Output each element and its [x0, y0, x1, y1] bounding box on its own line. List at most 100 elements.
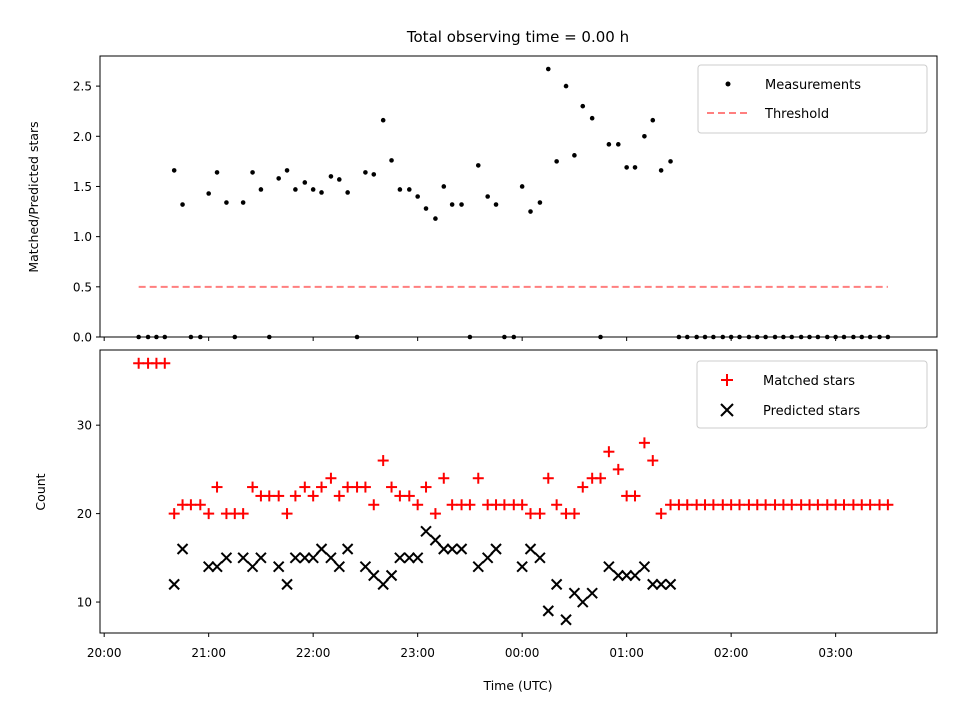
predicted-point: [176, 543, 189, 555]
matched-point: [159, 357, 171, 369]
matched-point: [629, 490, 641, 502]
predicted-point: [325, 552, 337, 564]
predicted-point: [281, 578, 293, 591]
matched-point: [464, 499, 476, 511]
matched-point: [325, 472, 337, 484]
measurement-point: [563, 83, 569, 89]
matched-point: [446, 499, 458, 511]
predicted-point: [490, 543, 502, 555]
predicted-point: [603, 560, 615, 573]
predicted-point: [638, 560, 651, 573]
matched-point: [498, 499, 510, 511]
predicted-point: [272, 560, 285, 573]
bottom-axes: 10 20 30 20:00 21:00 22:00 23:00 00:00 01:00 02:…: [33, 349, 938, 693]
measurement-point: [293, 187, 298, 192]
matched-point: [760, 499, 772, 511]
measurement-point: [171, 168, 177, 173]
top-y-tick-label: 2.5: [73, 80, 92, 94]
top-axes: 0.0 0.5 1.0 1.5 2.0 2.5 Matched/Predicted sta…: [26, 55, 938, 345]
predicted-point: [315, 543, 328, 555]
measurement-point: [537, 200, 543, 205]
measurement-point: [441, 184, 447, 189]
measurement-point: [380, 117, 386, 123]
matched-point: [734, 499, 746, 511]
x-tick-label: 01:00: [609, 646, 644, 660]
predicted-point: [586, 587, 598, 599]
matched-point: [786, 499, 798, 511]
matched-point: [603, 446, 615, 458]
bottom-y-tick-label: 30: [77, 419, 92, 433]
matched-point: [438, 472, 450, 484]
top-y-tick-label: 1.0: [73, 230, 92, 244]
bottom-x-ticks: 20:00 21:00 22:00 23:00 00:00 01:00 02:00 03:00: [87, 633, 853, 660]
predicted-point: [359, 560, 372, 573]
measurement-point: [615, 142, 621, 147]
measurement-point: [433, 216, 438, 221]
matched-point: [516, 499, 528, 511]
matched-point: [377, 455, 389, 467]
bottom-y-ticks: 10 20 30: [77, 419, 100, 610]
predicted-point: [403, 552, 416, 564]
x-tick-label: 02:00: [714, 646, 749, 660]
measurement-point: [345, 190, 350, 195]
measurement-point: [493, 202, 499, 207]
matched-point: [342, 481, 354, 493]
predicted-point: [560, 614, 572, 626]
measurement-point: [336, 177, 342, 182]
legend-label-predicted: Predicted stars: [763, 404, 860, 419]
measurement-point: [475, 163, 481, 168]
predicted-point: [481, 552, 494, 564]
measurement-point: [250, 170, 255, 175]
matched-point: [263, 490, 275, 502]
predicted-point: [246, 560, 259, 573]
predicted-point: [568, 587, 581, 599]
predicted-point: [307, 552, 319, 564]
predicted-point: [577, 596, 589, 608]
matched-point: [568, 508, 580, 520]
measurement-point: [258, 187, 264, 192]
predicted-point: [202, 560, 215, 573]
measurement-point: [658, 168, 664, 173]
matched-point: [838, 499, 850, 511]
measurement-point: [642, 133, 647, 139]
predicted-point: [255, 552, 267, 564]
matched-point: [707, 499, 719, 511]
matched-point: [420, 481, 432, 493]
matched-point: [681, 499, 693, 511]
measurement-point: [276, 176, 281, 181]
legend-label-matched: Matched stars: [763, 374, 855, 389]
predicted-point: [289, 552, 302, 564]
predicted-point: [333, 560, 345, 573]
predicted-point: [411, 552, 424, 564]
matched-point: [812, 499, 824, 511]
matched-point: [307, 490, 319, 502]
matched-point: [595, 472, 607, 484]
measurement-point: [554, 159, 559, 164]
matched-point: [211, 481, 223, 493]
measurement-point: [371, 172, 377, 177]
measurement-point: [363, 170, 368, 175]
predicted-point: [368, 569, 380, 582]
x-tick-label: 23:00: [400, 646, 435, 660]
predicted-point: [420, 525, 432, 538]
matched-point: [185, 499, 197, 511]
predicted-point: [377, 578, 389, 591]
predicted-point: [516, 560, 528, 573]
measurement-point: [214, 170, 220, 175]
measurement-point: [580, 103, 586, 109]
x-tick-label: 00:00: [505, 646, 540, 660]
predicted-point: [237, 552, 249, 564]
measurement-point: [572, 153, 577, 158]
predicted-point: [550, 578, 563, 591]
predicted-point: [455, 543, 468, 555]
matched-point: [655, 508, 667, 520]
predicted-point: [647, 578, 659, 591]
x-tick-label: 22:00: [296, 646, 331, 660]
predicted-point: [524, 543, 537, 555]
top-y-ticks: 0.0 0.5 1.0 1.5 2.0 2.5: [73, 80, 100, 345]
predicted-point: [472, 560, 484, 573]
matched-point: [316, 481, 328, 493]
measurement-point: [328, 174, 334, 179]
top-y-axis-label: Matched/Predicted stars: [26, 121, 41, 272]
